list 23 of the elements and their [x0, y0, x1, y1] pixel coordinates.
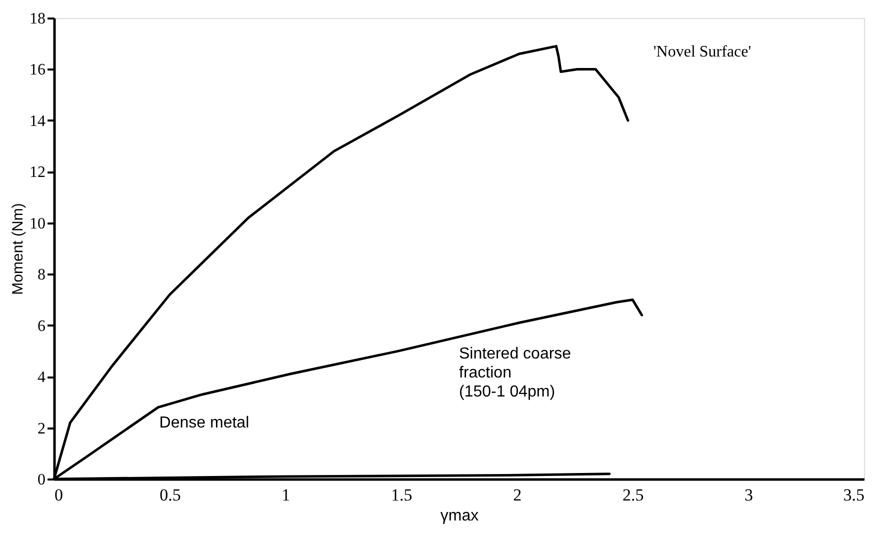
- y-tick-label: 8: [38, 266, 46, 284]
- y-tick-label: 0: [38, 472, 46, 488]
- x-tick-label: 1: [282, 486, 290, 504]
- y-tick-label: 18: [30, 10, 46, 28]
- x-axis-title: γmax: [440, 508, 479, 524]
- x-tick-label: 2: [513, 486, 522, 504]
- y-tick-label: 4: [38, 369, 46, 386]
- annotation: Dense metal: [159, 414, 250, 432]
- y-tick-label: 14: [30, 112, 46, 130]
- y-tick-label: 16: [30, 62, 46, 79]
- x-tick-label: 2.5: [622, 486, 644, 504]
- y-axis-title: Moment (Nm): [10, 203, 26, 295]
- y-tick-label: 10: [30, 215, 46, 232]
- annotation: Sintered coarse fraction (150-1 04pm): [459, 345, 572, 400]
- y-tick-label: 6: [38, 318, 46, 335]
- x-tick-label: 0.5: [160, 486, 181, 504]
- x-tick-label: 3: [744, 486, 754, 504]
- x-tick-label: 0: [54, 486, 63, 504]
- x-tick-label: 1.5: [391, 486, 412, 504]
- y-tick-label: 12: [30, 164, 46, 182]
- y-tick-label: 2: [38, 420, 46, 438]
- annotation: 'Novel Surface': [653, 43, 752, 60]
- x-tick-label: 3.5: [843, 486, 864, 504]
